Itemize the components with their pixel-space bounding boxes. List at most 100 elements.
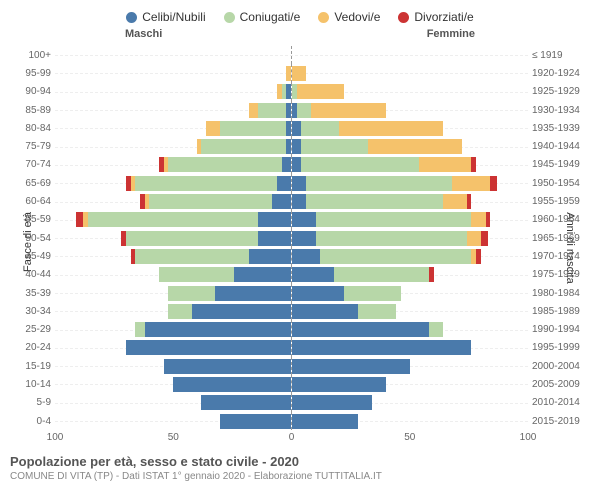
bars-male	[55, 212, 291, 227]
age-label: 70-74	[10, 159, 55, 170]
bars-male	[55, 157, 291, 172]
bar-segment	[135, 249, 248, 264]
bar-segment	[292, 157, 301, 172]
bar-segment	[258, 103, 286, 118]
bars-female	[292, 340, 528, 355]
bar-segment	[282, 157, 291, 172]
bars-female	[292, 176, 528, 191]
bar-segment	[292, 176, 306, 191]
bar-segment	[126, 231, 258, 246]
age-row: 45-49 1970-1974	[10, 247, 590, 265]
bars-female	[292, 286, 528, 301]
birth-year-label: 1945-1949	[528, 159, 590, 170]
bar-segment	[316, 212, 472, 227]
bar-segment	[306, 194, 443, 209]
bar-segment	[201, 139, 286, 154]
bars-female	[292, 267, 528, 282]
age-row: 55-59 1960-1964	[10, 211, 590, 229]
bars-male	[55, 286, 291, 301]
birth-year-label: 1995-1999	[528, 342, 590, 353]
birth-year-label: 1990-1994	[528, 324, 590, 335]
bar-segment	[292, 249, 320, 264]
bar-segment	[443, 194, 467, 209]
birth-year-label: 2010-2014	[528, 397, 590, 408]
bars-female	[292, 231, 528, 246]
bar-segment	[249, 103, 258, 118]
bar-segment	[292, 212, 316, 227]
bars-female	[292, 322, 528, 337]
legend: Celibi/NubiliConiugati/eVedovi/eDivorzia…	[0, 0, 600, 28]
age-label: 75-79	[10, 141, 55, 152]
bars-male	[55, 377, 291, 392]
bar-segment	[215, 286, 291, 301]
bars-female	[292, 359, 528, 374]
bar-segment	[135, 322, 144, 337]
age-row: 5-9 2010-2014	[10, 394, 590, 412]
legend-label: Celibi/Nubili	[142, 10, 205, 24]
birth-year-label: 1975-1979	[528, 269, 590, 280]
bar-segment	[76, 212, 83, 227]
age-label: 50-54	[10, 233, 55, 244]
x-tick: 50	[404, 432, 415, 443]
bar-segment	[301, 121, 339, 136]
age-label: 15-19	[10, 361, 55, 372]
legend-item: Coniugati/e	[224, 10, 301, 24]
age-row: 10-142005-2009	[10, 375, 590, 393]
legend-swatch	[126, 12, 137, 23]
birth-year-label: 1925-1929	[528, 86, 590, 97]
bars-male	[55, 395, 291, 410]
bar-segment	[168, 304, 192, 319]
bar-segment	[272, 194, 291, 209]
bars-male	[55, 66, 291, 81]
age-label: 65-69	[10, 178, 55, 189]
bars-male	[55, 340, 291, 355]
age-row: 95-991920-1924	[10, 64, 590, 82]
bar-segment	[429, 322, 443, 337]
age-row: 80-84 1935-1939	[10, 119, 590, 137]
x-axis: 10050050100	[10, 432, 590, 448]
age-row: 60-641955-1959	[10, 192, 590, 210]
bars-male	[55, 103, 291, 118]
bar-segment	[486, 212, 491, 227]
bars-female	[292, 377, 528, 392]
bars-male	[55, 322, 291, 337]
bar-segment	[471, 212, 485, 227]
age-row: 20-241995-1999	[10, 339, 590, 357]
bars-female	[292, 157, 528, 172]
age-label: 5-9	[10, 397, 55, 408]
bar-segment	[344, 286, 401, 301]
birth-year-label: 1970-1974	[528, 251, 590, 262]
header-male: Maschi	[125, 28, 162, 40]
legend-label: Coniugati/e	[240, 10, 301, 24]
legend-swatch	[398, 12, 409, 23]
bars-female	[292, 121, 528, 136]
bar-segment	[149, 194, 272, 209]
bars-male	[55, 359, 291, 374]
bar-segment	[358, 304, 396, 319]
age-label: 45-49	[10, 251, 55, 262]
bars-male	[55, 194, 291, 209]
bar-segment	[220, 121, 286, 136]
birth-year-label: 1935-1939	[528, 123, 590, 134]
age-label: 55-59	[10, 214, 55, 225]
bar-segment	[292, 121, 301, 136]
legend-item: Celibi/Nubili	[126, 10, 205, 24]
bar-segment	[297, 84, 344, 99]
footer-title: Popolazione per età, sesso e stato civil…	[10, 454, 590, 469]
bar-segment	[292, 340, 471, 355]
age-row: 90-941925-1929	[10, 83, 590, 101]
x-tick: 100	[520, 432, 537, 443]
age-label: 95-99	[10, 68, 55, 79]
header-female: Femmine	[427, 28, 475, 40]
bars-male	[55, 267, 291, 282]
age-label: 80-84	[10, 123, 55, 134]
bars-female	[292, 414, 528, 429]
birth-year-label: 1985-1989	[528, 306, 590, 317]
bars-male	[55, 121, 291, 136]
age-row: 75-791940-1944	[10, 137, 590, 155]
bar-segment	[429, 267, 434, 282]
bars-female	[292, 212, 528, 227]
birth-year-label: 1960-1964	[528, 214, 590, 225]
bar-segment	[471, 157, 476, 172]
bar-segment	[339, 121, 443, 136]
